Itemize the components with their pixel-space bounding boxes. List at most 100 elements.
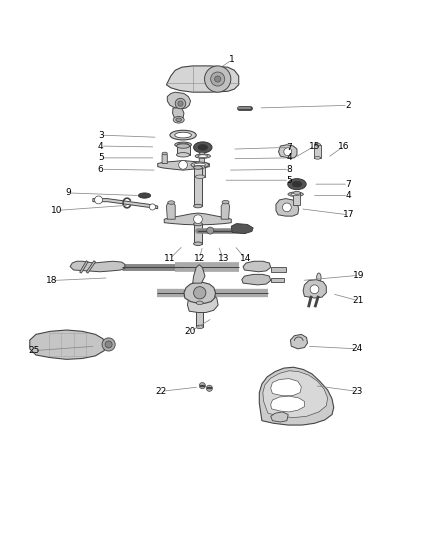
Ellipse shape (194, 166, 202, 169)
Ellipse shape (293, 191, 300, 195)
Text: 12: 12 (194, 254, 205, 263)
Polygon shape (271, 396, 304, 412)
Text: 25: 25 (28, 346, 40, 355)
Polygon shape (231, 223, 253, 233)
Ellipse shape (194, 242, 202, 246)
Ellipse shape (196, 325, 203, 329)
Polygon shape (30, 330, 105, 359)
Circle shape (283, 203, 291, 212)
Polygon shape (187, 292, 218, 312)
Text: 10: 10 (51, 206, 63, 215)
Bar (293, 193, 300, 205)
Circle shape (175, 98, 186, 109)
Ellipse shape (288, 192, 304, 197)
Circle shape (194, 215, 202, 223)
Circle shape (199, 383, 205, 389)
Ellipse shape (292, 181, 302, 187)
Ellipse shape (177, 144, 190, 148)
Ellipse shape (170, 130, 196, 140)
Polygon shape (199, 154, 205, 164)
Text: 24: 24 (351, 344, 363, 353)
Polygon shape (242, 274, 271, 285)
Text: 2: 2 (346, 101, 351, 110)
Circle shape (284, 148, 292, 156)
Polygon shape (259, 367, 334, 425)
Ellipse shape (199, 152, 205, 155)
Text: 3: 3 (98, 131, 104, 140)
Ellipse shape (162, 152, 167, 155)
Text: 16: 16 (338, 142, 350, 150)
Ellipse shape (194, 222, 202, 226)
Circle shape (179, 160, 187, 169)
Ellipse shape (177, 152, 190, 157)
Text: 5: 5 (286, 176, 292, 185)
Polygon shape (166, 203, 175, 219)
Ellipse shape (222, 200, 229, 204)
Bar (314, 145, 321, 158)
Ellipse shape (194, 142, 212, 153)
Text: 4: 4 (286, 154, 292, 163)
Text: 23: 23 (351, 387, 363, 396)
Ellipse shape (194, 163, 205, 167)
Text: 6: 6 (98, 165, 104, 174)
Text: 15: 15 (309, 142, 320, 150)
Polygon shape (158, 160, 209, 170)
Text: 21: 21 (353, 296, 364, 305)
Ellipse shape (138, 193, 151, 198)
Text: 11: 11 (164, 254, 176, 263)
Ellipse shape (175, 132, 191, 138)
Polygon shape (166, 66, 239, 92)
Circle shape (178, 101, 183, 106)
Text: 4: 4 (346, 191, 351, 200)
Ellipse shape (195, 175, 205, 179)
Text: 19: 19 (353, 271, 365, 280)
Circle shape (206, 385, 212, 391)
Polygon shape (303, 280, 326, 298)
Text: 14: 14 (240, 254, 251, 263)
Ellipse shape (173, 117, 184, 123)
Polygon shape (173, 108, 184, 120)
Ellipse shape (195, 165, 205, 169)
Ellipse shape (288, 179, 306, 190)
Ellipse shape (314, 157, 321, 159)
Circle shape (215, 76, 221, 82)
Polygon shape (167, 92, 191, 109)
Ellipse shape (317, 273, 321, 282)
Bar (271, 278, 284, 282)
Text: 18: 18 (46, 276, 57, 285)
Bar (271, 268, 286, 272)
Text: 20: 20 (185, 327, 196, 336)
Text: 9: 9 (65, 189, 71, 197)
Circle shape (105, 341, 112, 348)
Text: 7: 7 (286, 143, 292, 152)
Text: 22: 22 (155, 387, 167, 396)
Ellipse shape (196, 301, 203, 304)
Circle shape (205, 66, 231, 92)
Bar (196, 303, 203, 327)
Ellipse shape (198, 155, 208, 157)
Polygon shape (184, 282, 215, 303)
Circle shape (149, 204, 155, 210)
Polygon shape (193, 265, 205, 283)
Polygon shape (93, 199, 158, 209)
Polygon shape (276, 199, 299, 216)
Ellipse shape (176, 118, 181, 122)
Polygon shape (271, 412, 288, 422)
Text: 4: 4 (98, 142, 103, 150)
Polygon shape (271, 378, 301, 395)
Bar (195, 167, 205, 177)
Circle shape (194, 287, 206, 299)
Ellipse shape (175, 142, 191, 147)
Text: 13: 13 (218, 254, 229, 263)
Text: 7: 7 (345, 180, 351, 189)
Circle shape (102, 338, 115, 351)
Ellipse shape (314, 143, 321, 146)
Polygon shape (243, 261, 271, 272)
Text: 1: 1 (229, 55, 235, 64)
Ellipse shape (177, 143, 189, 146)
Polygon shape (164, 213, 231, 225)
Polygon shape (290, 334, 307, 349)
Circle shape (207, 227, 214, 234)
Ellipse shape (198, 144, 208, 150)
Text: 8: 8 (286, 165, 292, 174)
